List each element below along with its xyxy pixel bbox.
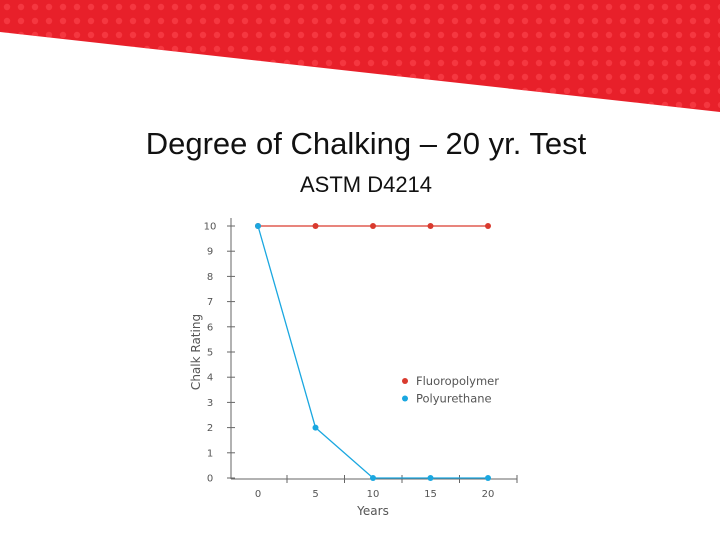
legend: Fluoropolymer Polyurethane [402, 374, 499, 406]
y-tick-label: 9 [207, 247, 213, 258]
fluoropolymer-point [427, 223, 434, 229]
polyurethane-point [312, 424, 319, 431]
fluoropolymer-point [312, 223, 319, 229]
x-tick-label: 20 [482, 489, 495, 500]
x-tick-label: 5 [312, 489, 318, 500]
x-axis-title: Years [356, 504, 389, 518]
x-tick-label: 0 [255, 489, 261, 500]
legend-fluoropolymer-marker [402, 378, 408, 384]
fluoropolymer-point [485, 223, 491, 229]
polyurethane-line [257, 225, 488, 479]
polyurethane-point [255, 223, 261, 229]
polyurethane-point [370, 475, 376, 481]
y-ticks: 0 1 2 3 4 5 6 7 8 9 10 [204, 222, 235, 485]
y-tick-label: 6 [207, 322, 213, 333]
y-tick-label: 0 [207, 474, 213, 485]
legend-fluoropolymer-label: Fluoropolymer [416, 374, 499, 388]
slide-title: Degree of Chalking – 20 yr. Test [145, 126, 587, 161]
x-ticks: 0 5 10 15 20 [255, 475, 518, 500]
y-tick-label: 4 [207, 373, 213, 384]
axes [230, 218, 517, 480]
polyurethane-point [427, 475, 434, 481]
x-tick-label: 10 [367, 489, 380, 500]
series-layer [255, 223, 491, 481]
y-axis-title: Chalk Rating [189, 314, 203, 390]
y-tick-label: 3 [207, 398, 213, 409]
banner-dot-pattern [0, 0, 720, 112]
slide-subtitle: ASTM D4214 [299, 172, 433, 197]
header-banner [0, 0, 720, 112]
y-tick-label: 1 [207, 448, 213, 459]
legend-polyurethane-marker [402, 395, 408, 402]
y-tick-label: 2 [207, 423, 213, 434]
y-tick-label: 5 [207, 348, 213, 359]
y-tick-label: 7 [207, 297, 213, 308]
fluoropolymer-point [370, 223, 376, 229]
x-tick-label: 15 [424, 489, 437, 500]
y-tick-label: 8 [207, 272, 213, 283]
legend-polyurethane-label: Polyurethane [416, 392, 492, 406]
y-tick-label: 10 [204, 222, 217, 233]
polyurethane-point [485, 475, 491, 481]
